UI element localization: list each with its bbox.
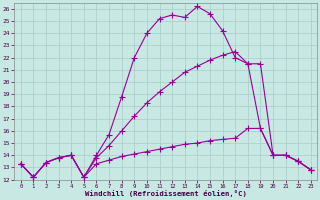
X-axis label: Windchill (Refroidissement éolien,°C): Windchill (Refroidissement éolien,°C) [85, 190, 247, 197]
